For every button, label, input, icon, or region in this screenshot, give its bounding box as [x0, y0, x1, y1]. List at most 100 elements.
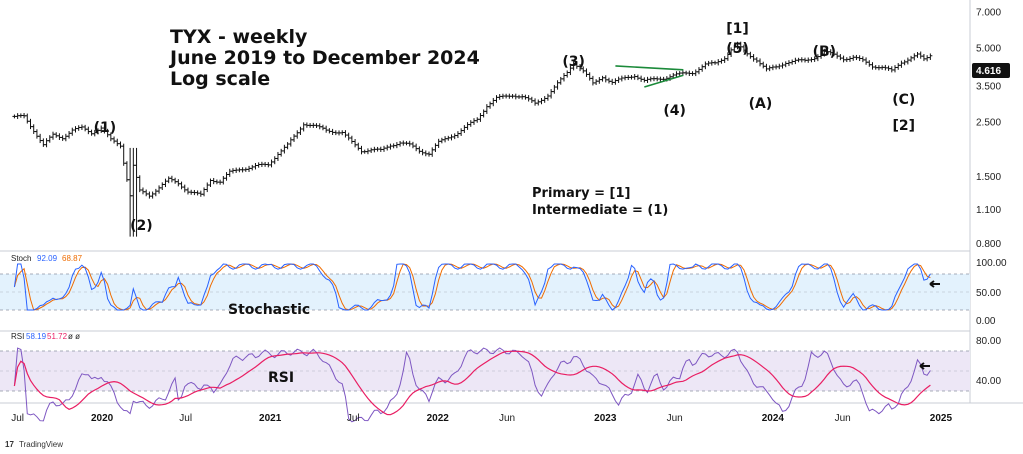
price-bar	[452, 133, 457, 140]
price-tick-label: 5.000	[976, 43, 1001, 54]
time-tick-label: 2022	[427, 413, 450, 424]
price-bar	[529, 96, 534, 103]
price-bar	[166, 176, 171, 184]
price-bar	[748, 51, 753, 59]
price-bar	[533, 98, 538, 106]
price-bar	[28, 118, 33, 130]
price-bar	[292, 134, 297, 142]
price-bar	[870, 62, 875, 70]
price-bar	[555, 80, 560, 90]
price-bar	[44, 138, 49, 148]
price-bar	[147, 191, 152, 199]
price-bar	[385, 144, 390, 151]
price-bar	[439, 137, 444, 144]
price-bar	[751, 54, 756, 62]
price-bar	[70, 127, 75, 136]
time-tick-label: Jul	[11, 413, 24, 424]
price-bar	[176, 179, 181, 187]
price-bar	[558, 76, 563, 85]
wave-label: (1)	[94, 120, 117, 136]
stoch-name: Stoch	[11, 254, 31, 263]
price-bar	[767, 65, 772, 72]
price-bar	[31, 124, 36, 134]
price-bar	[140, 187, 145, 195]
price-bar	[481, 109, 486, 118]
price-bar	[758, 58, 763, 67]
price-bar	[86, 126, 91, 135]
price-bar	[841, 55, 846, 63]
price-bar	[272, 156, 277, 165]
stoch-band	[0, 274, 970, 310]
price-bar	[603, 75, 608, 83]
price-axis-ticks: 7.000 5.000 3.500 2.500 1.500 1.100 0.800	[976, 7, 1001, 250]
stoch-arrow-icon	[929, 280, 940, 288]
time-axis-ticks: Jul 2020 Jul 2021 Jul 2022 Jun 2023 Jun 2024 Jun 20…	[11, 413, 952, 424]
price-bar	[327, 128, 332, 134]
price-bar	[696, 67, 701, 75]
price-bar	[719, 58, 724, 64]
rsi-extra-value: ø ø	[68, 332, 80, 341]
price-bar	[539, 98, 544, 105]
price-bar	[536, 99, 541, 106]
stochastic-label: Stochastic	[228, 302, 310, 318]
price-bar	[157, 185, 162, 194]
wave-label: (4)	[663, 103, 686, 119]
price-bar	[610, 78, 615, 85]
rsi-arrow-icon	[919, 362, 930, 370]
price-bar	[915, 51, 920, 58]
chart-title-line1: TYX - weekly	[170, 26, 308, 48]
price-bar	[198, 190, 203, 197]
price-bar	[703, 61, 708, 70]
price-bar	[471, 118, 476, 125]
stoch-tick-100: 100.00	[976, 258, 1007, 269]
price-bar	[488, 101, 493, 109]
rsi-ma-value: 51.72	[47, 332, 68, 341]
price-bar	[619, 75, 624, 82]
price-bar	[320, 124, 325, 131]
price-bar	[780, 62, 785, 69]
price-bar	[410, 141, 415, 149]
price-tick-label: 0.800	[976, 239, 1001, 250]
price-bar	[475, 117, 480, 123]
wave-label: (A)	[749, 96, 773, 112]
price-tick-label: 3.500	[976, 81, 1001, 92]
price-bar	[353, 139, 358, 148]
price-bar	[921, 53, 926, 62]
price-bar	[494, 95, 499, 103]
price-bar	[250, 164, 255, 171]
stoch-tick-50: 50.00	[976, 288, 1001, 299]
last-price-value: 4.616	[976, 66, 1001, 77]
wave-label: (5)	[726, 41, 749, 57]
price-tick-label: 1.100	[976, 205, 1001, 216]
price-bar	[860, 56, 865, 63]
price-bar	[394, 142, 399, 149]
price-bar	[343, 130, 348, 138]
price-bar	[542, 96, 547, 103]
price-bars	[12, 41, 933, 237]
price-bar	[150, 191, 155, 199]
price-bar	[346, 132, 351, 141]
rsi-tick-80: 80.00	[976, 336, 1001, 347]
stoch-k-value: 92.09	[37, 254, 58, 263]
price-bar	[851, 54, 856, 61]
wave-label: [2]	[893, 118, 916, 134]
price-bar	[298, 126, 303, 136]
price-bar	[783, 61, 788, 68]
rsi-value: 58.19	[26, 332, 47, 341]
price-bar	[202, 187, 207, 197]
tradingview-logo-icon: 17	[5, 440, 14, 449]
price-bar	[613, 78, 618, 85]
price-bar	[616, 76, 621, 83]
price-bar	[864, 57, 869, 65]
price-bar	[41, 138, 46, 147]
wave-labels: (1) (2) (3) (4) [1] (5) (A) (B) (C) [2]	[94, 21, 916, 234]
price-bar	[443, 136, 448, 143]
price-bar	[639, 75, 644, 82]
price-tick-label: 7.000	[976, 7, 1001, 18]
price-bar	[484, 104, 489, 114]
trendlines	[615, 65, 684, 88]
price-bar	[57, 133, 62, 141]
price-bar	[356, 142, 361, 151]
price-bar	[169, 175, 174, 183]
